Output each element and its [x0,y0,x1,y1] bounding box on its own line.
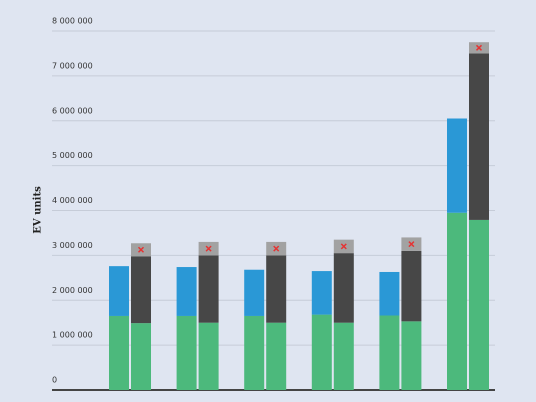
y-tick-label: 1 000 000 [52,331,93,340]
bar-segment [311,314,332,390]
bar-segment [447,212,467,390]
y-tick-label: 2 000 000 [52,286,93,295]
bar-segment [176,315,197,390]
bar-segment [469,53,489,220]
y-tick-label: 7 000 000 [52,61,93,70]
bar-segment [109,266,129,316]
bar-segment [401,250,422,322]
bar-segment [469,219,489,390]
cap-marker [475,44,483,51]
cap-marker [137,246,145,253]
bar-segment [198,322,219,390]
y-tick-label: 3 000 000 [52,241,93,250]
bar-segment [176,267,197,316]
y-tick-label: 4 000 000 [52,196,93,205]
bar-segment [244,269,265,316]
bar-segment [244,315,265,390]
bar-segment [311,271,332,315]
bar-segment [266,255,287,323]
y-tick-label: 6 000 000 [52,106,93,115]
bar-segment [379,271,400,316]
cap-marker [205,245,212,252]
cap-marker [273,245,280,252]
cap-marker [340,243,347,250]
bar-segment [447,118,467,213]
bar-segment [333,253,354,323]
bar-segment [266,322,287,390]
y-tick-label: 0 [52,376,57,385]
bar-segment [379,315,400,390]
cap-marker [408,241,415,248]
bar-segment [198,255,219,323]
y-tick-label: 8 000 000 [52,17,93,26]
bar-segment [131,323,151,390]
bar-segment [333,322,354,390]
y-tick-label: 5 000 000 [52,151,93,160]
y-axis-label: EV units [33,186,44,234]
bar-segment [401,321,422,390]
bar-segment [131,256,151,324]
bar-segment [109,315,129,390]
